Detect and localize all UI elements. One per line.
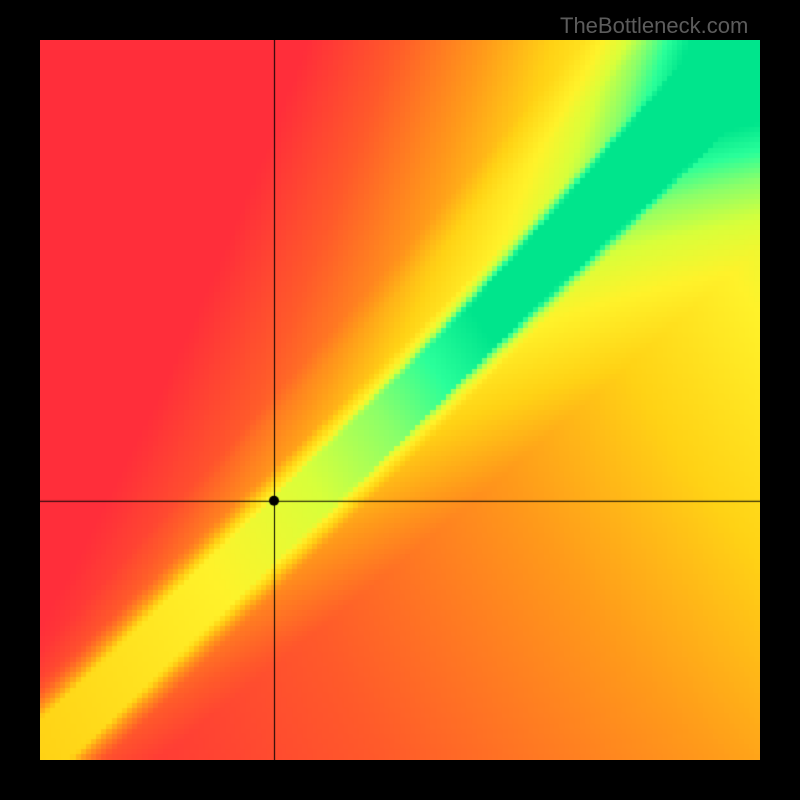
watermark-text: TheBottleneck.com <box>560 13 748 39</box>
chart-container: { "image_size": { "w": 800, "h": 800 }, … <box>0 0 800 800</box>
bottleneck-heatmap <box>40 40 760 760</box>
